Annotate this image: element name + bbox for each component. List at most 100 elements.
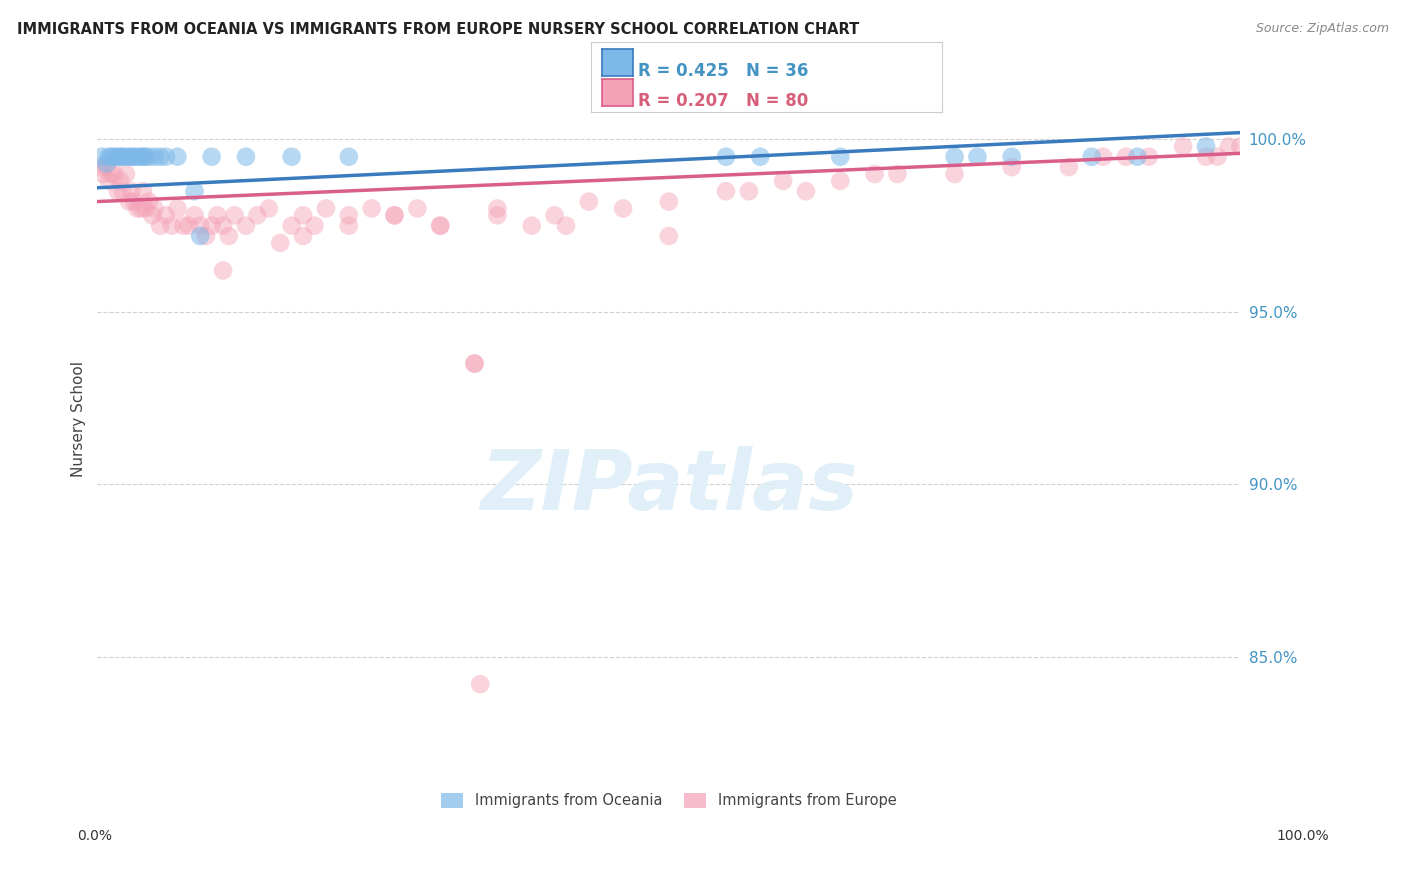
Point: [738, 184, 761, 198]
Point: [132, 184, 155, 198]
Text: IMMIGRANTS FROM OCEANIA VS IMMIGRANTS FROM EUROPE NURSERY SCHOOL CORRELATION CHA: IMMIGRANTS FROM OCEANIA VS IMMIGRANTS FR…: [17, 22, 859, 37]
Text: 100.0%: 100.0%: [1277, 829, 1329, 843]
Point: [212, 219, 235, 233]
Point: [830, 174, 852, 188]
Point: [188, 219, 211, 233]
Point: [406, 202, 429, 216]
Point: [470, 677, 492, 691]
Point: [129, 150, 152, 164]
Point: [138, 150, 160, 164]
Point: [127, 150, 149, 164]
Point: [863, 167, 886, 181]
Point: [108, 150, 131, 164]
Point: [115, 167, 138, 181]
Point: [155, 150, 177, 164]
Point: [486, 202, 509, 216]
Point: [315, 202, 337, 216]
Point: [134, 150, 156, 164]
Point: [337, 219, 360, 233]
Point: [658, 229, 681, 244]
Text: ZIPatlas: ZIPatlas: [479, 447, 858, 527]
Point: [201, 219, 224, 233]
Point: [1137, 150, 1160, 164]
Point: [280, 219, 302, 233]
Point: [464, 357, 486, 371]
Point: [257, 202, 280, 216]
Point: [292, 208, 315, 222]
Point: [1218, 139, 1240, 153]
Point: [1001, 160, 1024, 174]
Point: [89, 160, 111, 174]
Text: 0.0%: 0.0%: [77, 829, 112, 843]
Point: [464, 357, 486, 371]
Point: [188, 229, 211, 244]
Point: [429, 219, 451, 233]
Point: [304, 219, 326, 233]
Point: [132, 150, 155, 164]
Point: [360, 202, 382, 216]
Point: [337, 208, 360, 222]
Point: [749, 150, 772, 164]
Point: [134, 202, 156, 216]
Point: [207, 208, 229, 222]
Point: [658, 194, 681, 209]
Point: [172, 219, 194, 233]
Point: [107, 150, 129, 164]
Point: [201, 150, 224, 164]
Point: [166, 202, 188, 216]
Point: [166, 150, 188, 164]
Point: [612, 202, 634, 216]
Point: [194, 229, 217, 244]
Point: [155, 208, 177, 222]
Point: [1206, 150, 1229, 164]
Point: [555, 219, 578, 233]
Point: [794, 184, 817, 198]
Point: [143, 150, 166, 164]
Point: [269, 235, 291, 250]
Point: [714, 150, 737, 164]
Point: [429, 219, 451, 233]
Point: [149, 219, 172, 233]
Point: [149, 150, 172, 164]
Point: [111, 184, 134, 198]
Point: [772, 174, 794, 188]
Text: Source: ZipAtlas.com: Source: ZipAtlas.com: [1256, 22, 1389, 36]
Point: [97, 150, 120, 164]
Point: [292, 229, 315, 244]
Point: [129, 202, 152, 216]
Point: [1080, 150, 1102, 164]
Point: [107, 184, 129, 198]
Point: [886, 167, 908, 181]
Y-axis label: Nursery School: Nursery School: [72, 360, 86, 476]
Point: [943, 150, 966, 164]
Point: [127, 202, 149, 216]
Text: R = 0.207   N = 80: R = 0.207 N = 80: [638, 92, 808, 110]
Point: [212, 263, 235, 277]
Point: [1001, 150, 1024, 164]
Point: [143, 202, 166, 216]
Point: [1126, 150, 1149, 164]
Point: [830, 150, 852, 164]
Point: [543, 208, 565, 222]
Point: [235, 150, 257, 164]
Point: [122, 194, 145, 209]
Point: [966, 150, 988, 164]
Point: [96, 156, 118, 170]
Point: [121, 184, 143, 198]
Point: [160, 219, 183, 233]
Point: [121, 150, 143, 164]
Point: [100, 150, 122, 164]
Point: [1195, 139, 1218, 153]
Point: [1229, 139, 1251, 153]
Point: [100, 167, 122, 181]
Legend: Immigrants from Oceania, Immigrants from Europe: Immigrants from Oceania, Immigrants from…: [436, 787, 903, 814]
Point: [486, 208, 509, 222]
Point: [1057, 160, 1080, 174]
Point: [103, 167, 125, 181]
Point: [183, 184, 205, 198]
Point: [337, 150, 360, 164]
Point: [115, 150, 138, 164]
Point: [118, 150, 141, 164]
Point: [218, 229, 240, 244]
Point: [1115, 150, 1137, 164]
